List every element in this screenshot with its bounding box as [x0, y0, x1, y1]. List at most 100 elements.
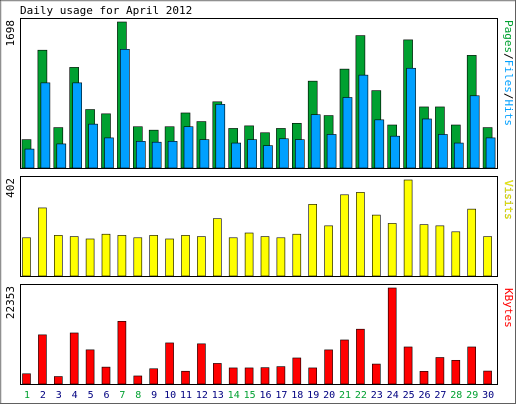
bar-kbytes-day-25	[403, 346, 413, 385]
bar-files-day-8	[136, 141, 146, 169]
bar-kbytes-day-23	[371, 363, 381, 385]
bar-files-day-22	[358, 74, 369, 169]
bar-kbytes-day-20	[324, 349, 333, 385]
x-tick-label-day-16: 16	[259, 390, 271, 401]
x-tick-label-day-22: 22	[355, 390, 367, 401]
bar-visits-day-23	[371, 214, 381, 277]
bar-files-day-20	[326, 134, 337, 169]
bar-visits-day-28	[451, 231, 461, 277]
bar-kbytes-day-16	[260, 367, 270, 385]
bar-files-day-21	[342, 97, 353, 169]
bar-files-day-7	[120, 49, 130, 169]
bar-kbytes-day-4	[69, 332, 79, 385]
bar-visits-day-24	[387, 223, 397, 277]
bar-kbytes-day-27	[435, 357, 445, 385]
kbytes-max-label: 22353	[4, 286, 17, 319]
bar-visits-day-21	[340, 194, 349, 277]
x-tick-label-day-26: 26	[418, 390, 430, 401]
bar-visits-day-4	[69, 236, 79, 277]
bar-files-day-25	[406, 67, 416, 169]
bar-kbytes-day-30	[483, 370, 492, 385]
x-tick-label-day-3: 3	[56, 390, 62, 401]
visits-max-label: 402	[4, 178, 17, 198]
bar-visits-day-6	[101, 233, 111, 277]
bar-files-day-28	[453, 142, 464, 169]
x-tick-label-day-1: 1	[24, 390, 30, 401]
bar-kbytes-day-28	[451, 359, 461, 385]
bar-kbytes-day-11	[181, 370, 190, 385]
bar-visits-day-5	[85, 238, 95, 277]
bar-kbytes-day-24	[387, 287, 397, 385]
x-tick-label-day-5: 5	[88, 390, 94, 401]
bar-files-day-18	[294, 139, 305, 169]
bar-kbytes-day-5	[85, 349, 95, 385]
bar-files-day-6	[104, 137, 114, 169]
kbytes-panel-frame	[20, 284, 498, 385]
x-tick-label-day-24: 24	[387, 390, 399, 401]
bar-visits-day-13	[213, 218, 222, 277]
bar-visits-day-29	[467, 208, 477, 277]
bar-visits-day-22	[356, 192, 365, 277]
bar-visits-day-16	[260, 236, 270, 277]
bar-visits-day-19	[308, 204, 318, 277]
bar-visits-day-10	[165, 238, 174, 277]
bar-kbytes-day-9	[149, 368, 158, 385]
usage-max-label: 1698	[4, 20, 17, 47]
x-tick-label-day-21: 21	[339, 390, 351, 401]
x-tick-label-day-2: 2	[40, 390, 46, 401]
x-tick-label-day-15: 15	[244, 390, 256, 401]
x-tick-label-day-18: 18	[291, 390, 303, 401]
bar-kbytes-day-12	[197, 343, 206, 385]
chart-bars	[21, 21, 496, 385]
x-tick-label-day-14: 14	[228, 390, 240, 401]
bar-kbytes-day-29	[467, 346, 477, 385]
bar-kbytes-day-17	[276, 366, 286, 385]
bar-visits-day-17	[276, 237, 286, 277]
bar-files-day-26	[422, 118, 432, 169]
usage-panel-frame	[20, 18, 498, 169]
legend-pages: Pages	[502, 20, 515, 53]
bar-files-day-2	[40, 82, 51, 169]
bar-visits-day-14	[228, 237, 238, 277]
bar-files-day-4	[72, 82, 82, 169]
chart-title: Daily usage for April 2012	[20, 4, 192, 17]
bar-visits-day-9	[149, 235, 158, 277]
bar-files-day-19	[310, 114, 321, 169]
bar-kbytes-day-7	[117, 320, 127, 385]
bar-visits-day-3	[53, 235, 63, 277]
usage-legend: Pages/Files/Hits	[502, 20, 515, 126]
visits-legend: Visits	[502, 180, 515, 220]
bar-visits-day-15	[244, 232, 254, 277]
bar-visits-day-8	[133, 237, 143, 277]
bar-kbytes-day-15	[244, 367, 254, 385]
bar-files-day-16	[263, 145, 273, 169]
bar-visits-day-18	[292, 233, 302, 277]
bar-visits-day-11	[181, 235, 190, 277]
bar-files-day-3	[56, 143, 67, 169]
bar-kbytes-day-1	[22, 373, 31, 385]
legend-hits: Hits	[502, 100, 515, 127]
bar-files-day-1	[24, 148, 35, 169]
bar-kbytes-day-13	[213, 363, 222, 385]
visits-panel-frame	[20, 176, 498, 277]
bar-visits-day-27	[435, 225, 445, 277]
bar-kbytes-day-21	[340, 339, 349, 385]
x-tick-label-day-30: 30	[482, 390, 494, 401]
kbytes-legend: KBytes	[502, 288, 515, 328]
bar-files-day-17	[279, 138, 289, 169]
bar-kbytes-day-26	[419, 371, 429, 385]
x-tick-label-day-28: 28	[450, 390, 462, 401]
x-tick-label-day-29: 29	[466, 390, 478, 401]
x-tick-label-day-20: 20	[323, 390, 335, 401]
x-tick-label-day-25: 25	[403, 390, 415, 401]
bar-files-day-11	[183, 126, 194, 169]
x-tick-label-day-23: 23	[371, 390, 383, 401]
bar-visits-day-20	[324, 225, 333, 277]
x-tick-label-day-19: 19	[307, 390, 319, 401]
bar-kbytes-day-18	[292, 357, 302, 385]
bar-files-day-12	[199, 139, 210, 169]
bar-kbytes-day-3	[53, 376, 63, 385]
